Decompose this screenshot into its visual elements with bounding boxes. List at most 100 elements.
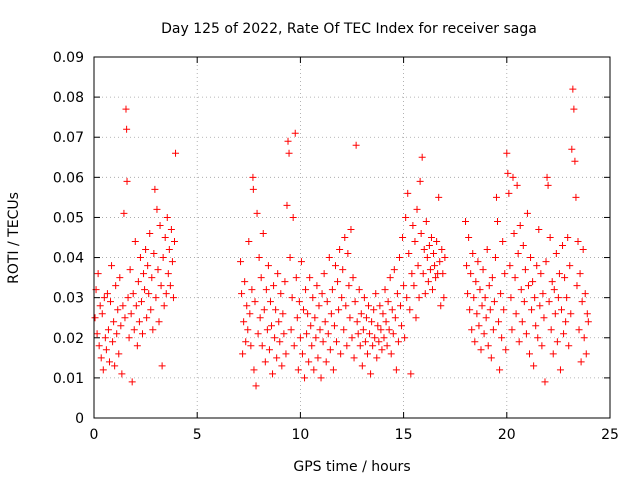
data-point — [341, 234, 349, 241]
data-point — [102, 346, 110, 354]
data-point — [471, 338, 479, 346]
data-point — [323, 298, 331, 306]
data-point — [377, 326, 385, 334]
data-point — [568, 145, 576, 153]
data-point — [150, 250, 158, 258]
data-point — [402, 213, 410, 221]
data-point — [165, 246, 173, 254]
data-point — [321, 318, 329, 326]
data-point — [156, 221, 164, 229]
data-point — [261, 358, 269, 366]
data-point — [415, 294, 423, 302]
data-point — [303, 330, 311, 338]
data-point — [139, 330, 147, 338]
data-point — [548, 278, 556, 286]
data-point — [336, 246, 344, 254]
data-point — [305, 358, 313, 366]
data-point — [551, 310, 559, 318]
data-point — [480, 330, 488, 338]
data-point — [264, 262, 272, 270]
data-point — [490, 298, 498, 306]
data-point — [417, 229, 425, 237]
data-point — [393, 290, 401, 298]
data-point — [553, 338, 561, 346]
data-point — [149, 326, 157, 334]
data-point — [466, 306, 474, 314]
data-point — [536, 302, 544, 310]
data-point — [96, 302, 104, 310]
data-point — [392, 366, 400, 374]
data-point — [342, 302, 350, 310]
data-point — [97, 354, 105, 362]
data-point — [574, 238, 582, 246]
data-point — [424, 278, 432, 286]
data-point — [333, 338, 341, 346]
data-point — [94, 270, 102, 278]
data-point — [526, 350, 534, 358]
data-point — [403, 294, 411, 302]
data-point — [363, 350, 371, 358]
data-point — [121, 314, 129, 322]
data-point — [275, 318, 283, 326]
x-tick-label: 15 — [395, 427, 413, 443]
data-point — [131, 238, 139, 246]
data-point — [299, 306, 307, 314]
data-point — [534, 334, 542, 342]
data-point — [509, 173, 517, 181]
data-point — [255, 254, 263, 262]
data-point — [253, 209, 261, 217]
data-point — [498, 334, 506, 342]
data-point — [285, 149, 293, 157]
data-point — [400, 282, 408, 290]
data-point — [302, 286, 310, 294]
data-point — [531, 294, 539, 302]
data-point — [517, 286, 525, 294]
data-point — [123, 177, 131, 185]
data-point — [320, 270, 328, 278]
y-tick-label: 0.08 — [53, 90, 84, 106]
data-point — [254, 330, 262, 338]
data-point — [309, 294, 317, 302]
data-point — [552, 250, 560, 258]
data-point — [277, 290, 285, 298]
data-point — [485, 282, 493, 290]
data-point — [441, 254, 449, 262]
data-point — [252, 382, 260, 390]
data-point — [535, 225, 543, 233]
data-point — [296, 334, 304, 342]
grid-lines — [94, 57, 610, 418]
data-point — [483, 246, 491, 254]
data-point — [481, 294, 489, 302]
data-point — [93, 330, 101, 338]
data-point — [565, 342, 573, 350]
data-point — [476, 286, 484, 294]
data-point — [91, 314, 99, 322]
data-point — [577, 358, 585, 366]
data-point — [380, 334, 388, 342]
data-point — [284, 137, 292, 145]
data-point — [527, 254, 535, 262]
data-point — [247, 342, 255, 350]
data-point — [404, 189, 412, 197]
data-point — [502, 346, 510, 354]
data-point — [249, 185, 257, 193]
data-point — [360, 294, 368, 302]
data-point — [326, 346, 334, 354]
data-point — [489, 326, 497, 334]
data-point — [367, 370, 375, 378]
data-point — [319, 338, 327, 346]
data-point — [465, 234, 473, 241]
data-point — [582, 350, 590, 358]
y-tick-label: 0.06 — [53, 170, 84, 186]
data-point — [479, 266, 487, 274]
data-point — [497, 290, 505, 298]
data-point — [271, 334, 279, 342]
data-point — [462, 217, 470, 225]
data-point — [464, 290, 472, 298]
data-point — [308, 342, 316, 350]
data-point — [340, 326, 348, 334]
data-point — [432, 274, 440, 282]
y-axis-label: ROTI / TECUs — [6, 192, 22, 284]
data-point — [408, 270, 416, 278]
data-point — [409, 221, 417, 229]
